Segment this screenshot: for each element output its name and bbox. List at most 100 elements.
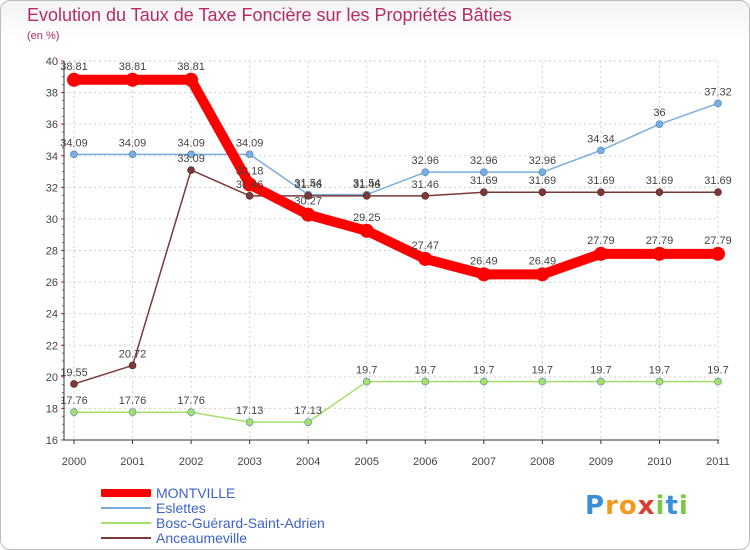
proxiti-logo: Proxiti [585, 491, 689, 521]
data-point [538, 188, 547, 197]
data-point [597, 146, 605, 155]
data-label: 27.79 [704, 235, 732, 247]
x-tick-label: 2006 [413, 456, 437, 468]
data-label: 19.55 [60, 367, 88, 379]
x-tick-label: 2010 [647, 456, 671, 468]
x-tick-label: 2002 [179, 456, 203, 468]
x-tick-label: 2000 [62, 456, 86, 468]
logo-letter: P [585, 491, 606, 521]
data-point [593, 246, 608, 261]
data-point [70, 408, 78, 417]
data-label: 32.96 [470, 155, 498, 167]
data-label: 19.7 [415, 365, 436, 377]
data-point [538, 168, 547, 176]
data-point [421, 168, 430, 176]
data-point [652, 246, 667, 261]
data-label: 27.47 [412, 240, 440, 252]
legend-label-montville: MONTVILLE [156, 484, 236, 501]
data-label: 38.81 [119, 61, 147, 73]
data-point [535, 267, 550, 282]
data-label: 32.96 [412, 155, 440, 167]
data-label: 38.81 [177, 61, 205, 73]
data-label: 31.46 [294, 179, 322, 191]
data-point [184, 72, 199, 87]
legend-swatch-bosc [101, 521, 151, 524]
y-tick-label: 36 [46, 119, 58, 131]
data-point [597, 188, 605, 197]
chart-legend: MONTVILLE Eslettes Bosc-Guérard-Saint-Ad… [101, 484, 325, 546]
x-tick-label: 2005 [354, 456, 378, 468]
x-tick-label: 2011 [706, 456, 730, 468]
data-point [70, 150, 78, 159]
data-label: 32.18 [236, 165, 264, 177]
logo-letter: r [605, 491, 619, 521]
data-label: 29.25 [353, 212, 381, 224]
data-point [128, 361, 137, 370]
data-point [711, 246, 725, 261]
y-tick-label: 18 [46, 403, 58, 415]
data-point [187, 408, 195, 417]
x-tick-label: 2003 [237, 456, 261, 468]
data-point [418, 251, 433, 266]
x-tick-label: 2007 [472, 456, 496, 468]
series-line [73, 380, 719, 423]
y-tick-label: 34 [46, 151, 58, 163]
y-tick-label: 38 [46, 88, 58, 100]
series-line [73, 169, 719, 385]
data-point [128, 408, 137, 417]
data-label: 26.49 [470, 255, 498, 267]
data-label: 38.81 [60, 61, 88, 73]
data-point [655, 188, 664, 197]
data-point [128, 150, 137, 159]
data-point [480, 188, 488, 197]
data-label: 17.13 [294, 405, 322, 417]
data-point [245, 150, 254, 159]
data-point [538, 377, 547, 386]
data-point [187, 166, 195, 174]
legend-label-bosc: Bosc-Guérard-Saint-Adrien [156, 514, 325, 531]
data-point [362, 377, 371, 386]
data-label: 19.7 [532, 365, 553, 377]
y-tick-label: 24 [46, 309, 58, 321]
legend-swatch-anceaumeville [101, 536, 151, 539]
data-label: 34.09 [60, 137, 88, 149]
data-label: 31.69 [587, 175, 615, 187]
data-point [245, 192, 254, 200]
legend-item-bosc: Bosc-Guérard-Saint-Adrien [101, 514, 325, 531]
data-point [714, 188, 722, 197]
data-point [714, 377, 722, 386]
chart-subtitle: (en %) [27, 30, 60, 42]
logo-letter: i [655, 491, 666, 521]
chart-title: Evolution du Taux de Taxe Foncière sur l… [27, 5, 512, 25]
data-label: 27.79 [587, 235, 615, 247]
data-label: 20.72 [119, 348, 147, 360]
data-label: 30.27 [294, 196, 322, 208]
legend-item-anceaumeville: Anceaumeville [101, 529, 325, 546]
data-label: 33.09 [177, 153, 205, 165]
x-tick-label: 2008 [530, 456, 554, 468]
data-label: 32.96 [529, 155, 557, 167]
data-label: 31.54 [353, 178, 381, 190]
data-label: 26.49 [529, 255, 557, 267]
x-tick-label: 2004 [296, 456, 320, 468]
data-label: 37.32 [704, 86, 732, 98]
y-tick-label: 22 [46, 340, 58, 352]
data-point [597, 377, 605, 386]
data-point [362, 192, 371, 200]
data-label: 31.46 [353, 179, 381, 191]
data-label: 31.46 [236, 179, 264, 191]
data-label: 19.7 [590, 365, 611, 377]
data-point [655, 120, 664, 128]
x-tick-label: 2009 [589, 456, 613, 468]
data-point [421, 377, 430, 386]
legend-label-anceaumeville: Anceaumeville [156, 529, 248, 546]
legend-label-eslettes: Eslettes [156, 499, 206, 516]
series-line [69, 74, 723, 280]
legend-swatch-montville [101, 488, 151, 497]
data-label: 31.54 [294, 178, 322, 190]
data-label: 34.09 [177, 137, 205, 149]
legend-swatch-eslettes [101, 506, 151, 509]
y-tick-label: 30 [46, 214, 58, 226]
x-tick-label: 2001 [120, 456, 144, 468]
